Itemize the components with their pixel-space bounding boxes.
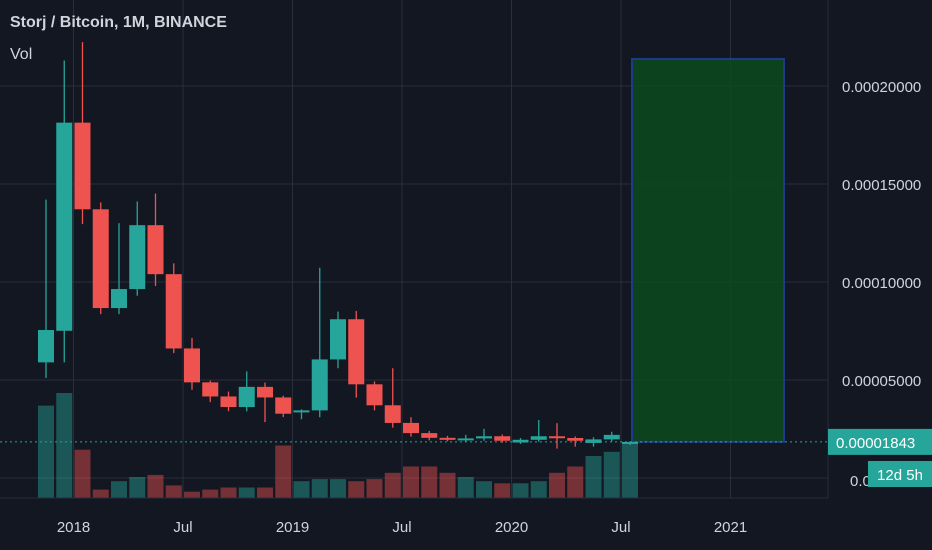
candle-body [56,122,73,331]
volume-bar [165,485,182,498]
volume-bar [530,481,547,498]
time-tick-label: 2020 [495,519,528,536]
countdown-value: 12d 5h [877,467,923,484]
time-tick-label: 2021 [714,519,747,536]
volume-bar [330,479,346,498]
chart-legend: Storj / Bitcoin, 1M, BINANCE [10,14,227,32]
volume-bar [56,393,73,498]
volume-bar [494,483,511,498]
volume-bar [220,487,237,498]
volume-bar [348,481,365,498]
volume-bar [603,451,620,498]
time-tick-label: Jul [173,519,192,536]
candle-body [257,386,273,398]
volume-bar [74,449,91,498]
volume-bar [512,483,529,498]
candle-body [330,319,346,360]
candle-body [348,319,365,385]
candle-body [384,405,401,423]
candle-body [530,436,547,440]
candle-body [549,436,565,439]
volume-bar [275,445,292,498]
time-tick-label: 2019 [276,519,309,536]
volume-bar [549,472,565,498]
price-tick-label: 0.00010000 [842,275,921,292]
candle-body [238,386,255,408]
candle-body [457,438,474,441]
candle-body [220,396,237,408]
candle-body [439,437,456,440]
candle-body [147,225,164,275]
price-tick-label: 0.00020000 [842,79,921,96]
candle-body [129,225,146,290]
candle-body [603,434,620,440]
countdown-tag [868,461,932,487]
last-price-value: 0.00001843 [836,435,915,452]
volume-bar [439,472,456,498]
volume-bar [585,456,602,498]
volume-bar [476,481,492,498]
candle-body [293,410,310,413]
volume-legend: Vol [10,46,33,63]
symbol-title: Storj / Bitcoin, 1M, BINANCE [10,14,227,31]
candle-body [567,438,584,441]
volume-bar [421,466,438,498]
volume-bar [202,489,219,498]
candle-body [74,122,91,210]
candle-body [275,397,292,414]
volume-bar [384,472,401,498]
candle-body [165,274,182,349]
volume-bar [622,443,638,498]
volume-bar [457,477,474,498]
target-box [631,58,785,443]
volume-bar [129,477,146,498]
volume-bar [311,479,328,498]
candle-body [92,209,109,309]
volume-bar [38,405,54,498]
candle-body [403,422,419,434]
candle-body [421,433,438,438]
candle-body [38,330,54,363]
volume-bar [366,479,383,498]
candle-body [111,289,127,309]
volume-bar [238,487,255,498]
candle-body [585,439,602,443]
last-price-tag [828,428,932,455]
candle-body [202,382,219,397]
candle-body [512,439,529,443]
price-tick-label: 0.00005000 [842,373,921,390]
candle-body [366,384,383,406]
time-tick-label: Jul [392,519,411,536]
candle-body [311,359,328,411]
time-tick-label: 2018 [57,519,90,536]
volume-bar [147,474,164,498]
volume-bar [403,466,419,498]
time-tick-label: Jul [611,519,630,536]
volume-bar [111,481,127,498]
volume-bar [567,466,584,498]
volume-bar [293,481,310,498]
volume-bar [184,491,200,498]
volume-bar [92,489,109,498]
candle-body [494,436,511,441]
volume-bar [257,487,273,498]
candle-body [184,348,200,383]
price-tick-label: 0.00015000 [842,177,921,194]
candle-body [476,436,492,439]
candle-body [622,441,638,444]
